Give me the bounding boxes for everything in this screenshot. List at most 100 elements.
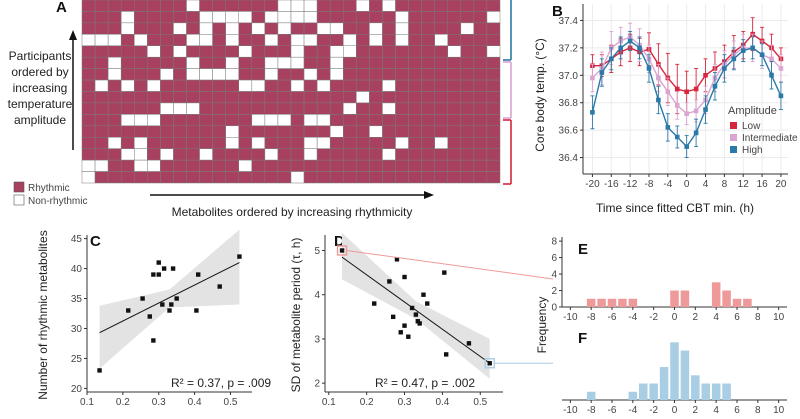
heatmap-cell-rhythmic [160,56,174,69]
heatmap-cell-rhythmic [160,34,174,47]
d-point [443,352,449,357]
heatmap-cell-rhythmic [94,68,109,81]
c-x-tick-label: 0.5 [224,397,238,408]
heatmap-cell-rhythmic [147,68,161,81]
heatmap-cell-nonrhythmic [369,125,383,138]
b-point-high [684,144,689,149]
heatmap-cell-nonrhythmic [225,34,240,47]
heatmap-cell-rhythmic [290,68,305,81]
heatmap-cell-nonrhythmic [486,11,501,24]
f-x-tick-label: -4 [628,405,637,416]
heatmap-cell-rhythmic [303,79,318,92]
b-point-high [599,70,605,75]
b-legend-low-label: Low [742,121,761,132]
heatmap-cell-rhythmic [212,0,226,12]
heatmap-cell-rhythmic [251,56,266,69]
heatmap-cell-rhythmic [343,22,357,35]
heatmap-cell-nonrhythmic [277,22,292,35]
b-point-intermediate [778,66,784,71]
heatmap-cell-rhythmic [382,171,396,184]
heatmap-cell-rhythmic [329,34,344,47]
heatmap-cell-nonrhythmic [134,34,148,47]
e-bar [680,290,690,307]
heatmap-cell-rhythmic [264,22,279,35]
heatmap-cell-nonrhythmic [147,159,161,172]
b-point-high [759,52,765,58]
b-x-tick-label: 4 [703,179,709,190]
heatmap-cell-rhythmic [107,102,122,115]
heatmap-cell-rhythmic [251,125,266,138]
f-bar [649,383,658,400]
heatmap-cell-nonrhythmic [94,79,109,92]
heatmap-cell-nonrhythmic [160,148,174,161]
heatmap-cell-rhythmic [81,137,96,149]
heatmap-cell-nonrhythmic [173,22,187,35]
d-point [409,305,415,311]
heatmap-cell-rhythmic [408,148,422,161]
heatmap-cell-rhythmic [251,45,266,58]
c-point [160,302,165,307]
heatmap-cell-rhythmic [434,159,449,172]
heatmap-cell-rhythmic [303,56,318,69]
heatmap-cell-rhythmic [238,114,253,127]
c-point [237,254,242,259]
heatmap-cell-nonrhythmic [369,22,383,35]
b-xlabel: Time since fitted CBT min. (h) [596,201,754,215]
heatmap-cell-nonrhythmic [160,102,174,115]
heatmap-cell-nonrhythmic [186,0,200,12]
heatmap-cell-rhythmic [356,102,370,115]
heatmap-cell-rhythmic [238,68,253,81]
heatmap-cell-rhythmic [473,56,488,69]
heatmap-cell-rhythmic [356,79,370,92]
heatmap-cell-nonrhythmic [147,79,161,92]
c-y-tick-label: 45 [71,234,83,245]
heatmap-cell-rhythmic [120,159,135,172]
heatmap-cell-rhythmic [225,159,240,172]
heatmap-cell-rhythmic [408,159,422,172]
heatmap-cell-rhythmic [238,91,253,104]
c-point [217,284,222,289]
f-x-tick-label: 0 [672,405,678,416]
heatmap-cell-rhythmic [134,11,148,24]
heatmap-cell-rhythmic [277,171,292,184]
heatmap-x-arrowhead [424,191,434,199]
heatmap-cell-nonrhythmic [290,0,305,12]
heatmap-cell-rhythmic [486,159,501,172]
heatmap-cell-rhythmic [447,0,462,12]
heatmap-cell-rhythmic [447,102,462,115]
b-point-high [712,83,718,89]
heatmap-cell-rhythmic [251,171,266,184]
e-x-tick-label: -4 [628,312,637,323]
heatmap-cell-rhythmic [486,171,501,184]
b-point-intermediate [656,75,661,81]
heatmap-cell-rhythmic [343,91,357,104]
heatmap-cell-rhythmic [447,79,462,92]
heatmap-cell-rhythmic [238,171,253,184]
heatmap-cell-rhythmic [447,34,462,47]
heatmap-cell-rhythmic [81,0,96,12]
c-y-tick-label: 40 [71,264,83,275]
panel-label-a: A [56,0,67,16]
heatmap-cell-nonrhythmic [251,114,266,127]
b-x-tick-label: -20 [585,179,600,190]
e-x-tick-label: -10 [563,312,578,323]
b-point-high [637,45,642,51]
heatmap-cell-rhythmic [107,91,122,104]
heatmap-cell-rhythmic [473,68,488,81]
heatmap-cell-rhythmic [238,22,253,35]
heatmap-cell-nonrhythmic [356,0,370,12]
heatmap-cell-nonrhythmic [134,159,148,172]
heatmap-cell-rhythmic [421,45,435,58]
heatmap-cell-rhythmic [316,91,331,104]
heatmap-cell-rhythmic [160,79,174,92]
heatmap-cell-rhythmic [434,114,449,127]
c-point [156,260,161,265]
heatmap-cell-rhythmic [147,137,161,149]
b-x-tick-label: -16 [604,179,619,190]
d-point [390,314,396,320]
heatmap-cell-rhythmic [382,22,396,35]
heatmap-cell-rhythmic [329,148,344,161]
heatmap-cell-rhythmic [199,114,213,127]
d-fit-line [341,256,491,364]
d-confidence-band [342,232,490,379]
